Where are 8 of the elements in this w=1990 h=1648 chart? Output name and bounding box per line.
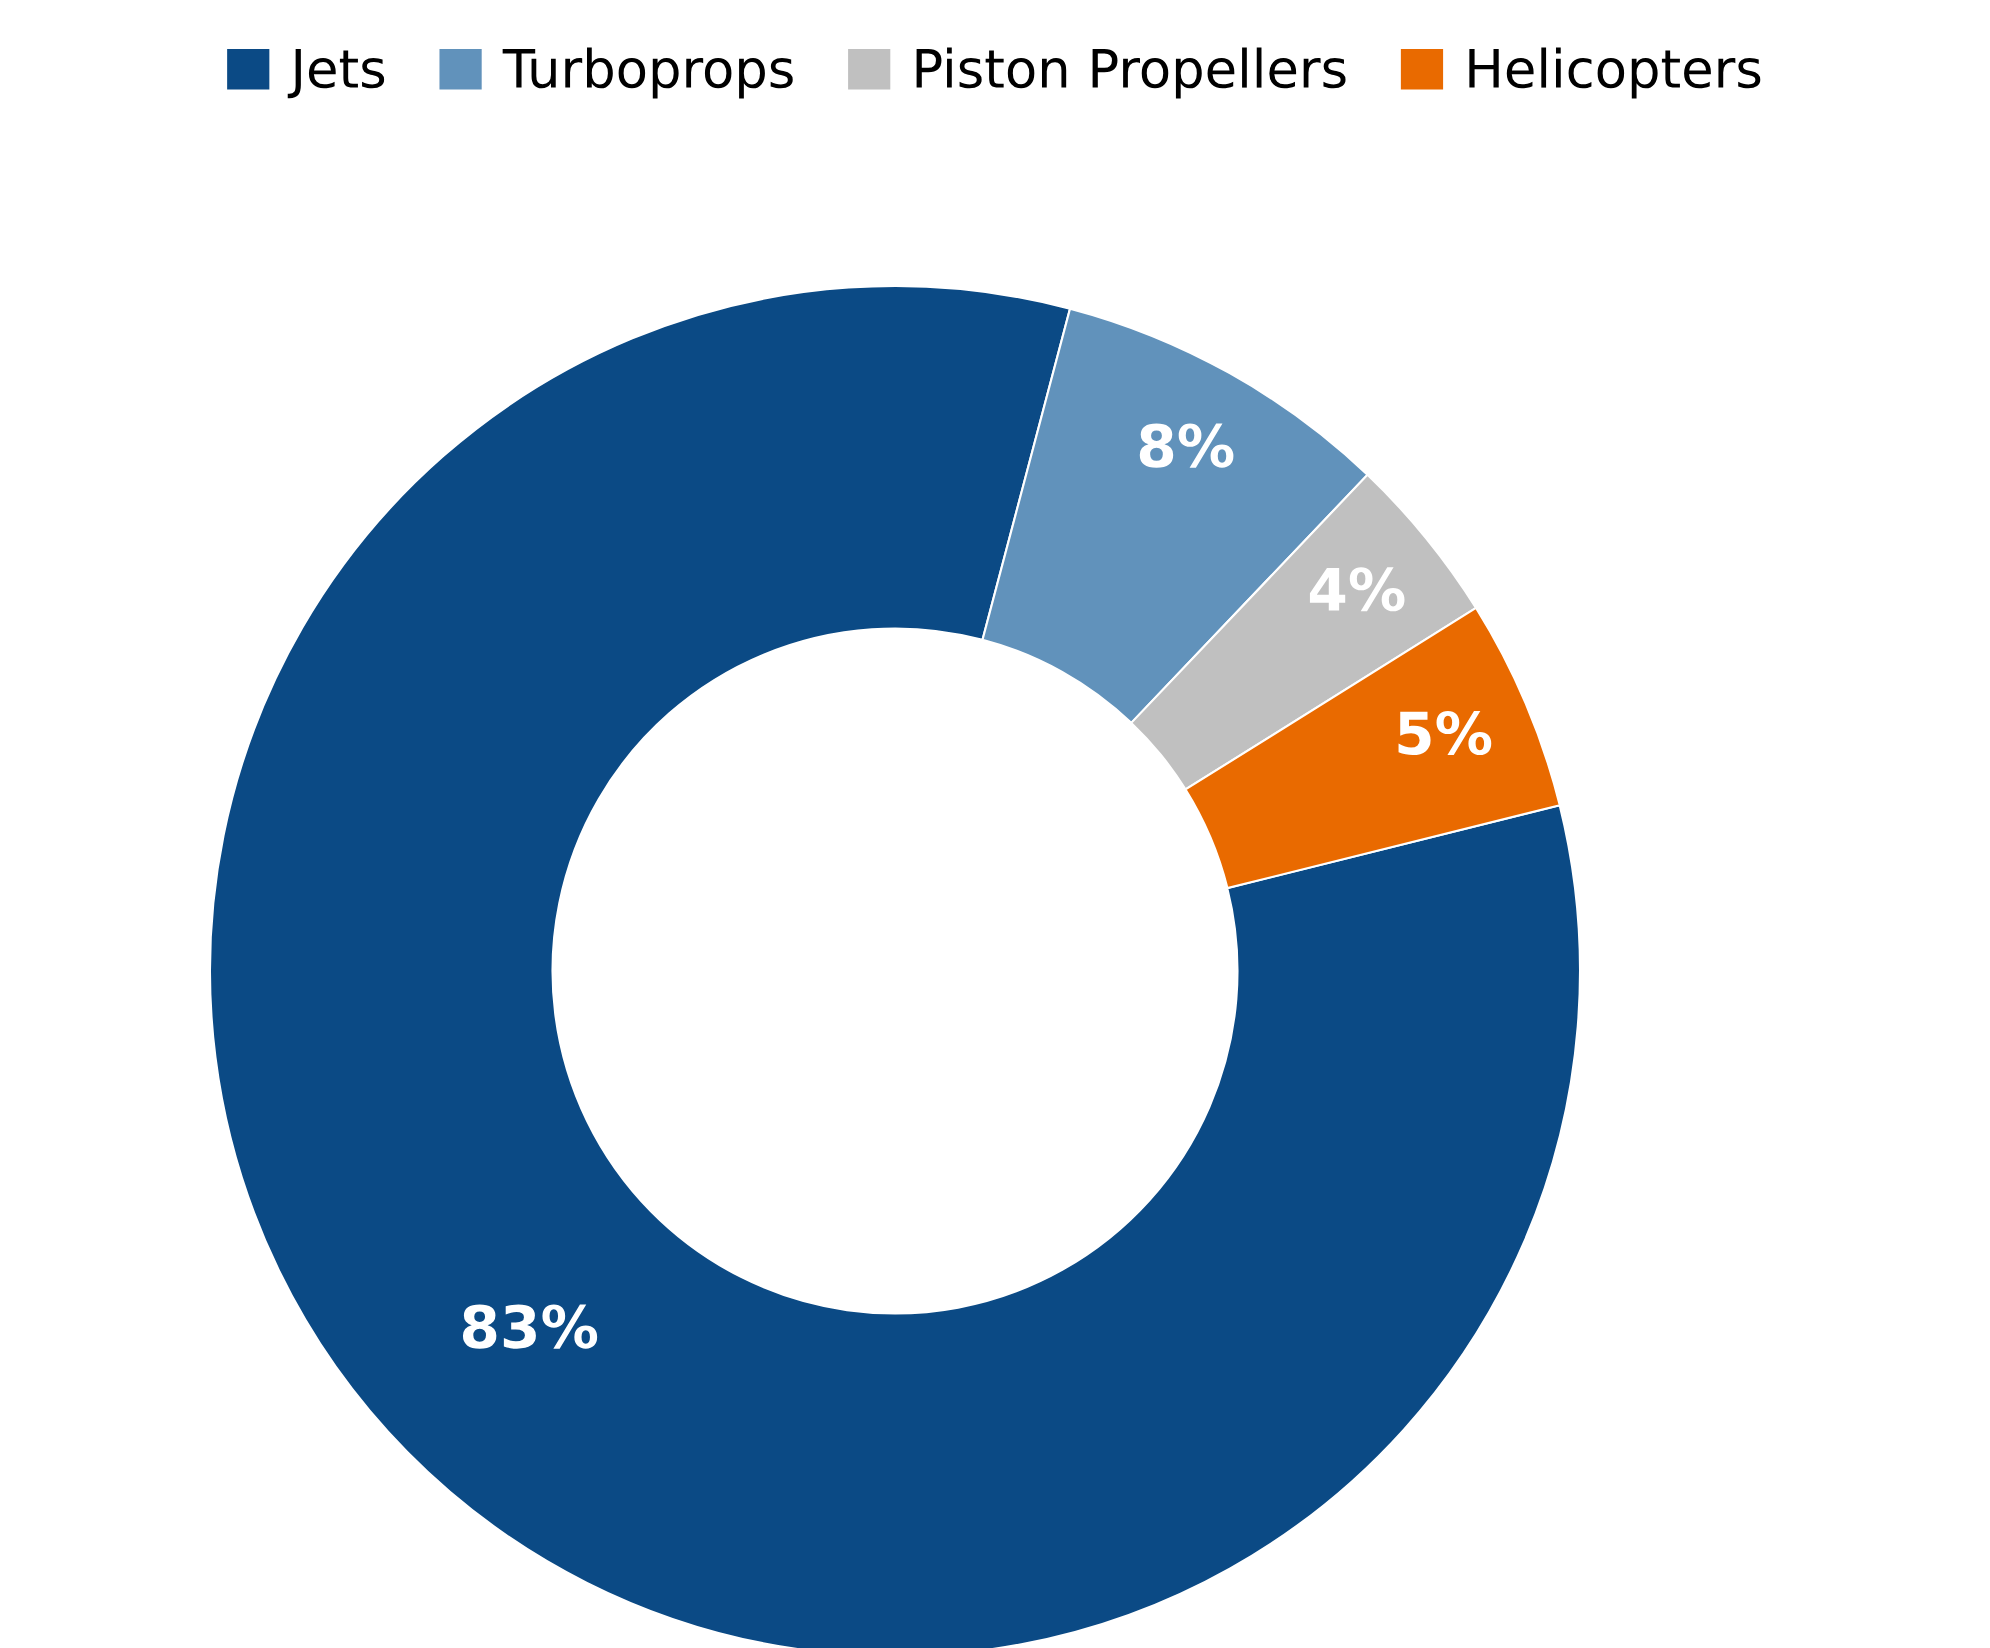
legend-label: Piston Propellers xyxy=(916,47,1346,99)
data-label: 5% xyxy=(1398,710,1492,756)
legend-label: Helicopters xyxy=(1469,47,1761,99)
legend-label: Turboprops xyxy=(502,47,793,99)
data-label: 83% xyxy=(462,1304,598,1349)
data-label: 4% xyxy=(1309,567,1405,612)
legend-label: Jets xyxy=(287,49,385,99)
data-label: 8% xyxy=(1139,423,1234,468)
